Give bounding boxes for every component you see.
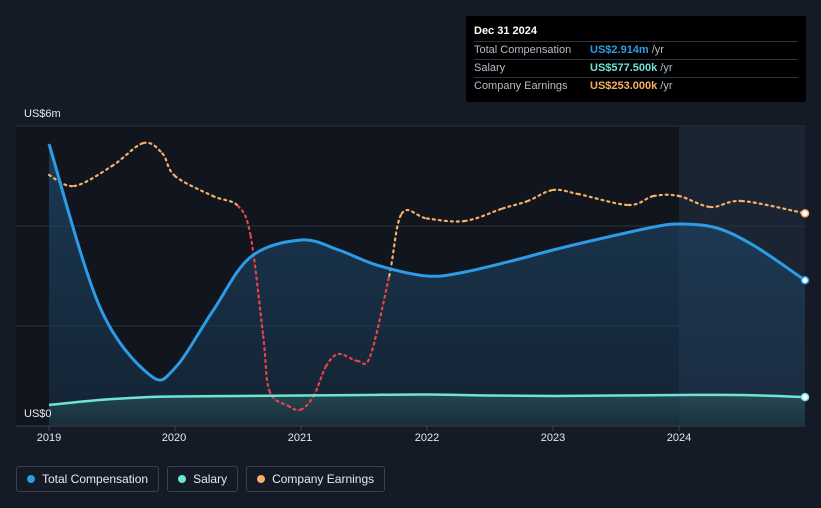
- tooltip: Dec 31 2024 Total Compensation US$2.914m…: [466, 16, 806, 102]
- y-tick-top: US$6m: [24, 108, 61, 120]
- x-tick-2022: 2022: [414, 432, 440, 444]
- tooltip-value: US$2.914m: [590, 44, 649, 56]
- tooltip-value: US$253.000k: [590, 80, 658, 92]
- company-earnings-line: [262, 334, 271, 393]
- company-earnings-line: [312, 364, 328, 398]
- company-earnings-line: [627, 194, 655, 207]
- legend-item-company-earnings[interactable]: Company Earnings: [246, 466, 386, 492]
- tooltip-unit: /yr: [660, 80, 673, 92]
- company-earnings-line: [236, 204, 252, 238]
- tooltip-date: Dec 31 2024: [474, 25, 537, 37]
- company-earnings-line: [249, 234, 265, 338]
- salary-end-marker: [800, 392, 810, 402]
- company-earnings-line: [551, 188, 580, 196]
- company-earnings-line: [337, 352, 359, 363]
- x-tick-2020: 2020: [161, 432, 187, 444]
- legend-label: Company Earnings: [272, 472, 375, 486]
- company-earnings-line: [501, 199, 529, 210]
- total-compensation-line: [47, 143, 806, 382]
- x-tick-2019: 2019: [36, 432, 62, 444]
- legend-item-salary[interactable]: Salary: [167, 466, 239, 492]
- tooltip-row-salary: Salary US$577.500k /yr: [474, 59, 798, 77]
- tooltip-label: Salary: [474, 62, 506, 74]
- company-earnings-line: [709, 199, 744, 209]
- legend: Total Compensation Salary Company Earnin…: [16, 466, 386, 492]
- salary-line: [48, 393, 806, 407]
- tooltip-unit: /yr: [660, 62, 673, 74]
- y-tick-bottom: US$0: [24, 408, 52, 420]
- company-earnings-line: [110, 141, 145, 168]
- legend-item-total-compensation[interactable]: Total Compensation: [16, 466, 160, 492]
- legend-label: Salary: [193, 472, 228, 486]
- total-compensation-end-marker: [800, 276, 810, 285]
- company-earnings-line: [400, 208, 429, 220]
- company-earnings-line: [425, 217, 466, 223]
- company-earnings-line: [325, 352, 340, 368]
- company-earnings-line: [211, 194, 240, 208]
- company-earnings-line: [652, 193, 681, 198]
- company-earnings-line: [161, 152, 177, 178]
- company-earnings-line: [463, 207, 504, 223]
- tooltip-row-total-compensation: Total Compensation US$2.914m /yr: [474, 41, 798, 59]
- legend-dot-icon: [257, 475, 266, 483]
- company-earnings-line: [268, 389, 290, 408]
- legend-label: Total Compensation: [42, 472, 149, 486]
- legend-dot-icon: [27, 475, 35, 483]
- company-earnings-line: [142, 141, 164, 155]
- company-earnings-line: [369, 274, 391, 358]
- x-tick-2023: 2023: [540, 432, 566, 444]
- company-earnings-line: [677, 194, 712, 209]
- company-earnings-line: [73, 164, 114, 188]
- salary-area: [49, 394, 805, 426]
- company-earnings-line: [356, 354, 372, 366]
- tooltip-label: Total Compensation: [474, 44, 572, 56]
- tooltip-unit: /yr: [651, 44, 664, 56]
- company-earnings-line: [299, 394, 315, 411]
- tooltip-value: US$577.500k: [590, 62, 658, 74]
- company-earnings-line: [526, 188, 555, 203]
- legend-dot-icon: [178, 475, 187, 483]
- tooltip-row-company-earnings: Company Earnings US$253.000k /yr: [474, 77, 798, 95]
- x-tick-2024: 2024: [666, 432, 692, 444]
- x-tick-2021: 2021: [287, 432, 313, 444]
- total-compensation-area: [49, 144, 805, 426]
- company-earnings-line: [577, 192, 630, 207]
- company-earnings-end-marker: [800, 209, 810, 218]
- tooltip-label: Company Earnings: [474, 80, 568, 92]
